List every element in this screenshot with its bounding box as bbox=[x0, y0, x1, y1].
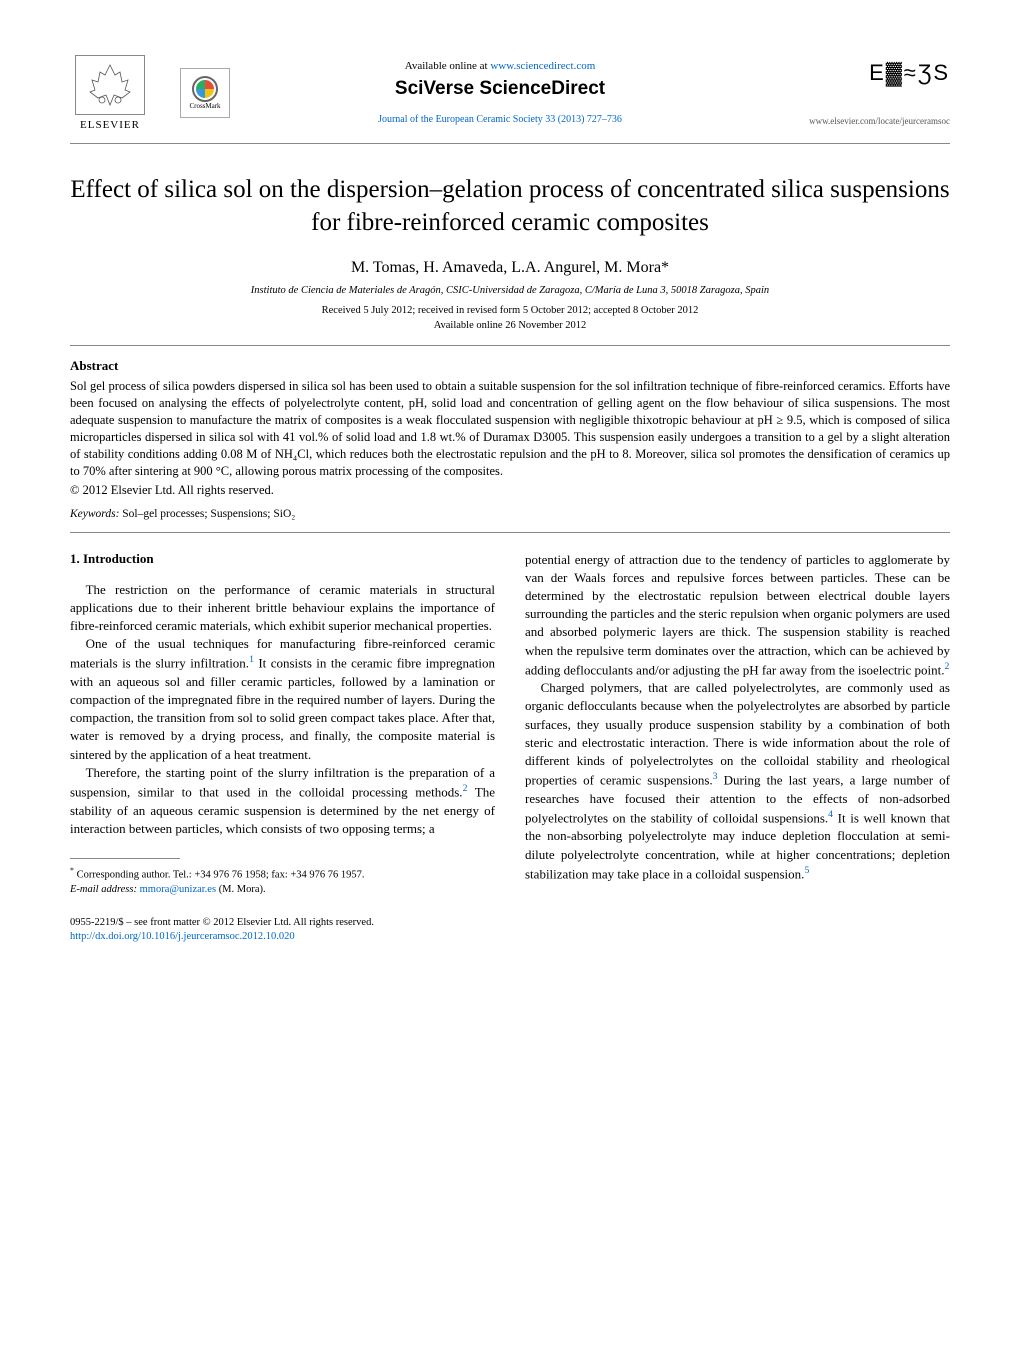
crossmark-badge[interactable]: CrossMark bbox=[180, 68, 230, 118]
keywords-line: Keywords: Sol–gel processes; Suspensions… bbox=[70, 508, 950, 520]
intro-p3a: Therefore, the starting point of the slu… bbox=[70, 765, 495, 800]
intro-p3: Therefore, the starting point of the slu… bbox=[70, 764, 495, 838]
keywords-label: Keywords: bbox=[70, 508, 119, 520]
journal-locate-url[interactable]: www.elsevier.com/locate/jeurceramsoc bbox=[770, 116, 950, 126]
footnote-marker: * bbox=[70, 866, 74, 875]
affiliation: Instituto de Ciencia de Materiales de Ar… bbox=[70, 285, 950, 296]
body-columns: 1. Introduction The restriction on the p… bbox=[70, 551, 950, 898]
elsevier-text: ELSEVIER bbox=[80, 119, 140, 131]
sciencedirect-link[interactable]: www.sciencedirect.com bbox=[490, 60, 595, 72]
header-left-logos: ELSEVIER CrossMark bbox=[70, 50, 230, 135]
article-dates: Received 5 July 2012; received in revise… bbox=[70, 304, 950, 333]
footnote-email-label: E-mail address: bbox=[70, 884, 137, 895]
sciverse-brand: SciVerse ScienceDirect bbox=[230, 78, 770, 100]
abstract-bottom-rule bbox=[70, 532, 950, 533]
journal-citation[interactable]: Journal of the European Ceramic Society … bbox=[230, 114, 770, 125]
abstract-heading: Abstract bbox=[70, 358, 950, 374]
elsevier-logo: ELSEVIER bbox=[70, 50, 150, 135]
issn-line: 0955-2219/$ – see front matter © 2012 El… bbox=[70, 916, 950, 931]
intro-p2: One of the usual techniques for manufact… bbox=[70, 635, 495, 764]
bottom-info: 0955-2219/$ – see front matter © 2012 El… bbox=[70, 916, 950, 945]
abstract-copyright: © 2012 Elsevier Ltd. All rights reserved… bbox=[70, 483, 950, 498]
dates-received: Received 5 July 2012; received in revise… bbox=[70, 304, 950, 319]
footnote-separator bbox=[70, 858, 180, 859]
crossmark-icon bbox=[192, 76, 218, 102]
keywords-items: Sol–gel processes; Suspensions; SiO₂ bbox=[122, 508, 295, 520]
left-column: 1. Introduction The restriction on the p… bbox=[70, 551, 495, 898]
header-right: E▓≈ƷS www.elsevier.com/locate/jeurcerams… bbox=[770, 60, 950, 126]
abstract-body: Sol gel process of silica powders disper… bbox=[70, 378, 950, 479]
right-column: potential energy of attraction due to th… bbox=[525, 551, 950, 898]
journal-logo: E▓≈ƷS bbox=[770, 60, 950, 86]
intro-p5a: Charged polymers, that are called polyel… bbox=[525, 680, 950, 787]
intro-p4: potential energy of attraction due to th… bbox=[525, 551, 950, 680]
abstract-top-rule bbox=[70, 345, 950, 346]
corresp-marker: * bbox=[661, 259, 669, 276]
intro-p4a: potential energy of attraction due to th… bbox=[525, 552, 950, 677]
authors-line: M. Tomas, H. Amaveda, L.A. Angurel, M. M… bbox=[70, 259, 950, 277]
tree-icon bbox=[80, 60, 140, 110]
header-center: Available online at www.sciencedirect.co… bbox=[230, 60, 770, 125]
intro-heading: 1. Introduction bbox=[70, 551, 495, 567]
available-online-text: Available online at www.sciencedirect.co… bbox=[230, 60, 770, 72]
page-header: ELSEVIER CrossMark Available online at w… bbox=[70, 50, 950, 135]
corresponding-footnote: * Corresponding author. Tel.: +34 976 76… bbox=[70, 865, 495, 898]
header-divider bbox=[70, 143, 950, 144]
article-title: Effect of silica sol on the dispersion–g… bbox=[70, 174, 950, 239]
intro-p1: The restriction on the performance of ce… bbox=[70, 581, 495, 636]
footnote-corresp: Corresponding author. Tel.: +34 976 76 1… bbox=[77, 869, 365, 880]
footnote-email-name: (M. Mora). bbox=[219, 884, 266, 895]
crossmark-label: CrossMark bbox=[189, 102, 220, 110]
doi-link[interactable]: http://dx.doi.org/10.1016/j.jeurceramsoc… bbox=[70, 930, 950, 945]
intro-p5: Charged polymers, that are called polyel… bbox=[525, 679, 950, 883]
cite-2b[interactable]: 2 bbox=[944, 661, 949, 672]
footnote-email[interactable]: mmora@unizar.es bbox=[140, 884, 216, 895]
elsevier-tree-icon bbox=[75, 55, 145, 115]
available-label: Available online at bbox=[405, 60, 491, 72]
cite-5[interactable]: 5 bbox=[804, 865, 809, 876]
intro-p2b: It consists in the ceramic fibre impregn… bbox=[70, 656, 495, 762]
authors-names: M. Tomas, H. Amaveda, L.A. Angurel, M. M… bbox=[351, 259, 661, 276]
dates-online: Available online 26 November 2012 bbox=[70, 319, 950, 334]
